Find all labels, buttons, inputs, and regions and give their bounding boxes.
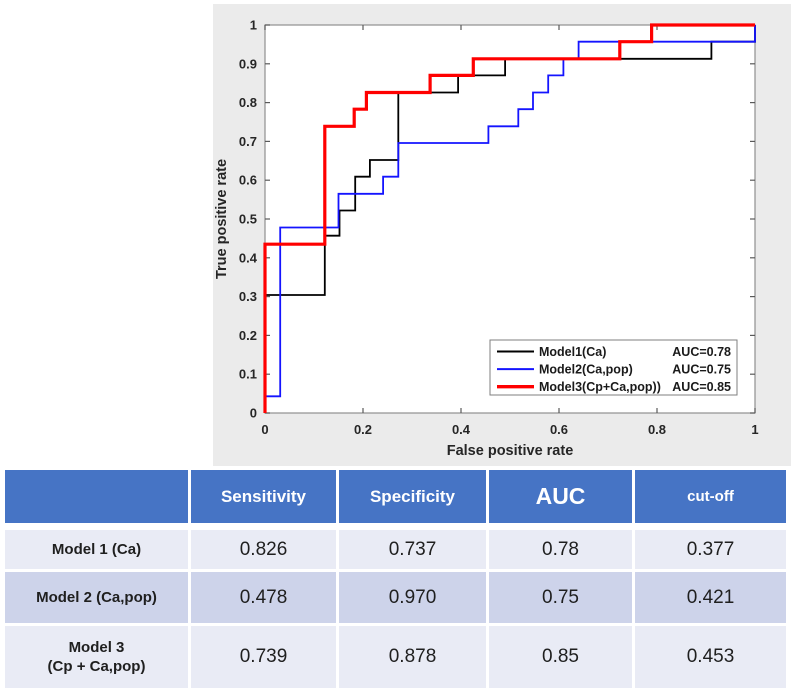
x-tick-label: 0.4 bbox=[452, 422, 471, 437]
y-tick-label: 0.2 bbox=[239, 328, 257, 343]
header-cell-cutoff: cut-off bbox=[635, 470, 786, 523]
x-tick-label: 0.8 bbox=[648, 422, 666, 437]
legend-series-label: Model2(Ca,pop) bbox=[539, 363, 633, 377]
metrics-table: Sensitivity Specificity AUC cut-off Mode… bbox=[5, 470, 786, 688]
header-cell-model bbox=[5, 470, 188, 523]
legend-series-label: Model3(Cp+Ca,pop)) bbox=[539, 380, 661, 394]
x-axis-label: False positive rate bbox=[447, 443, 574, 459]
roc-curve-3 bbox=[263, 23, 755, 413]
legend-auc-label: AUC=0.78 bbox=[672, 345, 731, 359]
y-tick-label: 0 bbox=[250, 406, 257, 421]
y-axis-label: True positive rate bbox=[214, 159, 230, 279]
row-label: Model 1 (Ca) bbox=[5, 530, 188, 569]
cell-specificity: 0.737 bbox=[339, 530, 486, 569]
cell-sensitivity: 0.826 bbox=[191, 530, 336, 569]
x-tick-label: 1 bbox=[751, 422, 758, 437]
cell-auc: 0.75 bbox=[489, 572, 632, 623]
cell-cutoff: 0.453 bbox=[635, 626, 786, 688]
header-cell-sensitivity: Sensitivity bbox=[191, 470, 336, 523]
legend-auc-label: AUC=0.85 bbox=[672, 380, 731, 394]
cell-sensitivity: 0.739 bbox=[191, 626, 336, 688]
y-tick-label: 0.7 bbox=[239, 134, 257, 149]
y-tick-label: 0.3 bbox=[239, 289, 257, 304]
roc-curve-1 bbox=[264, 25, 756, 413]
y-tick-label: 0.4 bbox=[239, 250, 258, 265]
x-tick-label: 0 bbox=[261, 422, 268, 437]
cell-auc: 0.78 bbox=[489, 530, 632, 569]
y-tick-label: 0.1 bbox=[239, 367, 257, 382]
legend-series-label: Model1(Ca) bbox=[539, 345, 606, 359]
cell-specificity: 0.878 bbox=[339, 626, 486, 688]
table-row-model3: Model 3 (Cp + Ca,pop) 0.739 0.878 0.85 0… bbox=[5, 626, 786, 688]
cell-specificity: 0.970 bbox=[339, 572, 486, 623]
row-label: Model 3 (Cp + Ca,pop) bbox=[5, 626, 188, 688]
y-tick-label: 0.5 bbox=[239, 212, 257, 227]
x-tick-label: 0.2 bbox=[354, 422, 372, 437]
table-row-model2: Model 2 (Ca,pop) 0.478 0.970 0.75 0.421 bbox=[5, 572, 786, 623]
header-cell-specificity: Specificity bbox=[339, 470, 486, 523]
legend-auc-label: AUC=0.75 bbox=[672, 363, 731, 377]
table-row-model1: Model 1 (Ca) 0.826 0.737 0.78 0.377 bbox=[5, 530, 786, 569]
cell-cutoff: 0.377 bbox=[635, 530, 786, 569]
table-header-row: Sensitivity Specificity AUC cut-off bbox=[5, 470, 786, 523]
header-cell-auc: AUC bbox=[489, 470, 632, 523]
row-label: Model 2 (Ca,pop) bbox=[5, 572, 188, 623]
cell-cutoff: 0.421 bbox=[635, 572, 786, 623]
y-tick-label: 1 bbox=[250, 18, 257, 33]
x-tick-label: 0.6 bbox=[550, 422, 568, 437]
y-tick-label: 0.8 bbox=[239, 95, 257, 110]
cell-sensitivity: 0.478 bbox=[191, 572, 336, 623]
roc-chart: 0 0.2 0.4 0.6 0.8 1 0 0.1 0.2 0.3 0.4 0.5 0.6 0.7 0.8 0… bbox=[213, 4, 791, 466]
y-tick-label: 0.9 bbox=[239, 56, 257, 71]
y-tick-label: 0.6 bbox=[239, 173, 257, 188]
cell-auc: 0.85 bbox=[489, 626, 632, 688]
